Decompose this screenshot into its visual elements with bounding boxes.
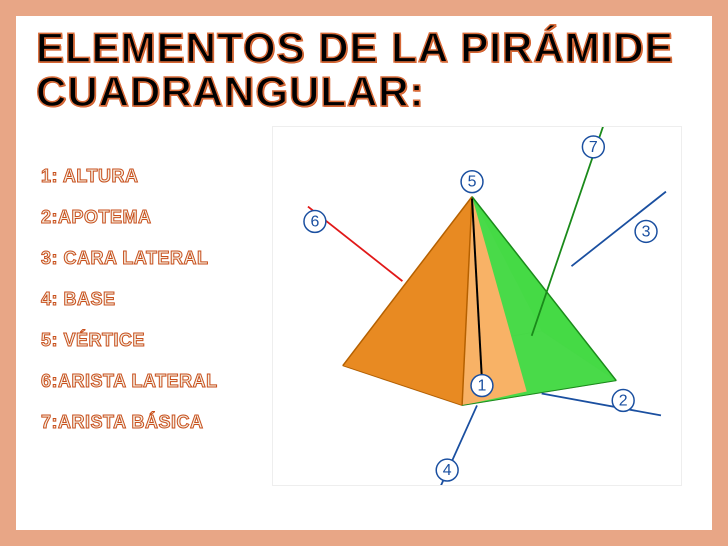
svg-text:1: 1 [478, 378, 487, 395]
svg-text:6: 6 [310, 213, 319, 230]
legend-list: 1: Altura 2:Apotema 3: Cara lateral 4: b… [41, 166, 218, 433]
svg-text:7: 7 [589, 139, 598, 156]
svg-text:2: 2 [619, 392, 628, 409]
legend-item: 4: base [41, 289, 218, 310]
label-5: 5 [461, 171, 483, 193]
label-4: 4 [436, 459, 458, 481]
label-6: 6 [304, 211, 326, 233]
legend-item: 5: Vértice [41, 330, 218, 351]
label-1: 1 [471, 375, 493, 397]
title-line-1: ELEMENTOS DE LA PIRÁMIDE [36, 26, 692, 70]
legend-item: 3: Cara lateral [41, 248, 218, 269]
legend-item: 2:Apotema [41, 207, 218, 228]
legend-item: 7:Arista básica [41, 412, 218, 433]
svg-text:4: 4 [443, 462, 452, 479]
leader-2 [542, 394, 661, 416]
face-front-left [343, 197, 472, 406]
svg-text:5: 5 [468, 174, 477, 191]
slide: ELEMENTOS DE LA PIRÁMIDE CUADRANGULAR: 1… [16, 16, 712, 530]
title-line-2: CUADRANGULAR: [36, 70, 692, 114]
label-3: 3 [635, 220, 657, 242]
legend-item: 6:Arista lateral [41, 371, 218, 392]
legend-item: 1: Altura [41, 166, 218, 187]
pyramid-diagram: 5 6 7 3 2 1 4 [272, 126, 682, 486]
pyramid-svg: 5 6 7 3 2 1 4 [273, 127, 681, 485]
title: ELEMENTOS DE LA PIRÁMIDE CUADRANGULAR: [36, 26, 692, 114]
label-2: 2 [612, 390, 634, 412]
svg-text:3: 3 [642, 223, 651, 240]
label-7: 7 [582, 136, 604, 158]
